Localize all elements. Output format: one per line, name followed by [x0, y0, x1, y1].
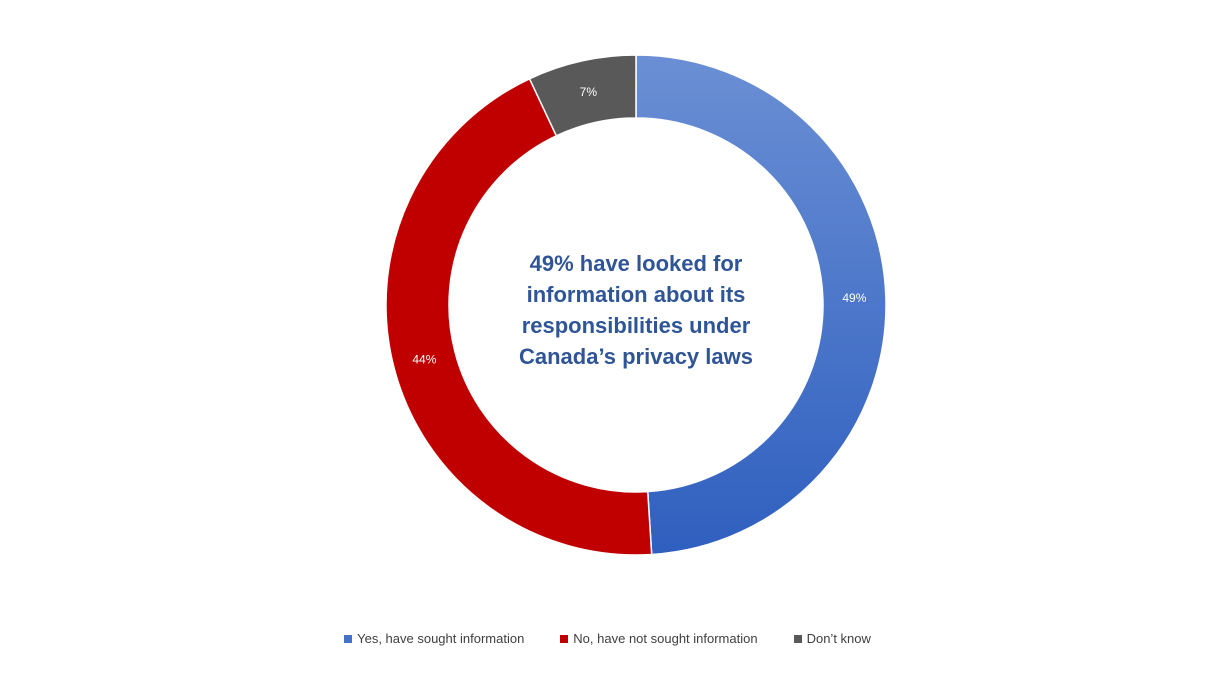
chart-legend: Yes, have sought information No, have no… [0, 631, 1209, 646]
center-label: 49% have looked for information about it… [486, 248, 786, 372]
center-label-line: 49% have looked for [529, 251, 743, 276]
donut-slice-2 [385, 77, 653, 556]
slice-data-label: 7% [580, 85, 598, 99]
slice-data-label: 44% [412, 352, 436, 366]
legend-item-dont-know: Don’t know [788, 631, 871, 646]
slice-data-label: 49% [842, 291, 866, 305]
legend-swatch [793, 634, 802, 643]
legend-swatch [560, 634, 569, 643]
legend-swatch [344, 634, 353, 643]
legend-label: No, have not sought information [573, 631, 758, 646]
center-label-line: information about its [526, 282, 746, 307]
donut-slice-1 [635, 54, 887, 556]
legend-item-yes: Yes, have sought information [338, 631, 524, 646]
center-label-line: responsibilities under [521, 313, 751, 338]
donut-slice-3 [528, 54, 637, 137]
legend-item-no: No, have not sought information [554, 631, 758, 646]
center-label-line: Canada’s privacy laws [519, 344, 753, 369]
legend-label: Don’t know [806, 631, 871, 646]
legend-label: Yes, have sought information [357, 631, 525, 646]
